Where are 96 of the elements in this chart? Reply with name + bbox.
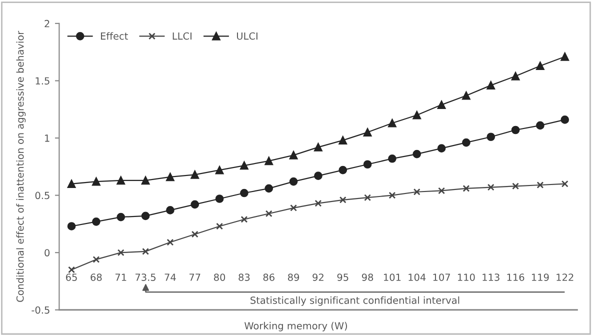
point [215, 166, 224, 174]
point [437, 100, 446, 109]
x-tick-label: 101 [384, 274, 401, 281]
x-tick-label: 80 [214, 274, 226, 281]
x-tick-label: 73.5 [136, 274, 156, 281]
point [92, 256, 100, 263]
point [289, 177, 298, 186]
x-tick-label: 107 [433, 274, 450, 281]
point [388, 154, 396, 163]
point [265, 210, 272, 218]
point [363, 128, 372, 136]
point [92, 177, 100, 186]
point [216, 222, 224, 230]
point [338, 166, 348, 174]
point [462, 138, 470, 147]
y-tick-label: 2 [44, 20, 50, 28]
point [462, 184, 470, 192]
x-tick-label: 71 [115, 274, 126, 281]
point [67, 222, 76, 230]
point [536, 121, 544, 130]
point [339, 196, 346, 204]
point [412, 150, 422, 158]
x-tick-label: 95 [337, 274, 348, 281]
point [215, 194, 224, 203]
y-tick-label: -0.5 [32, 306, 50, 314]
point [338, 136, 348, 144]
x-tick-label: 74 [164, 274, 176, 281]
point [438, 187, 446, 194]
point [487, 184, 494, 191]
point [166, 172, 174, 182]
point [141, 176, 150, 185]
y-tick-label: 0.5 [35, 192, 50, 200]
point [388, 118, 396, 128]
point [190, 170, 200, 179]
point [413, 188, 420, 196]
point [264, 184, 274, 193]
point [412, 110, 422, 120]
point [363, 160, 372, 169]
legend-label: ULCI [236, 32, 258, 40]
legend-label: Effect [100, 32, 128, 40]
x-tick-label: 65 [66, 274, 77, 281]
legend-label: LLCI [172, 32, 192, 40]
x-tick-label: 119 [532, 274, 549, 281]
point [117, 249, 124, 256]
point [92, 217, 100, 226]
point [240, 216, 248, 223]
point [511, 72, 520, 80]
point [560, 52, 570, 61]
x-tick-label: 116 [507, 274, 524, 281]
point [314, 172, 322, 180]
point [166, 206, 174, 214]
point [289, 151, 298, 160]
point [191, 230, 198, 238]
y-tick-label: 1 [45, 134, 50, 142]
point [512, 182, 520, 190]
point [240, 161, 248, 170]
point [486, 81, 496, 90]
annotation: Statistically significant confidential interval [250, 296, 460, 306]
x-tick-label: 92 [312, 274, 324, 281]
x-tick-label: 122 [556, 274, 574, 281]
x-tick-label: 77 [189, 274, 200, 281]
point [536, 62, 544, 70]
y-tick-label: 1.5 [36, 77, 50, 85]
point [68, 266, 76, 274]
point [437, 144, 446, 152]
x-tick-label: 104 [408, 274, 426, 281]
x-tick-label: 110 [458, 274, 475, 281]
point [462, 91, 470, 100]
x-tick-label: 89 [288, 274, 300, 281]
x-tick-label: 113 [482, 274, 500, 281]
x-tick-label: 86 [263, 274, 274, 281]
point [141, 212, 150, 220]
point [67, 180, 76, 188]
point [314, 200, 322, 207]
y-axis-title: Conditional effect of inattention on aggressive behavior [16, 30, 26, 302]
point [388, 192, 396, 199]
point [511, 126, 520, 134]
point [116, 176, 126, 185]
point [190, 200, 200, 209]
point [240, 188, 248, 198]
point [364, 194, 372, 202]
y-tick-label: 0 [44, 249, 50, 256]
point [116, 212, 126, 222]
x-tick-label: 98 [362, 274, 374, 281]
point [486, 132, 496, 142]
point [536, 182, 544, 188]
x-tick-label: 68 [90, 274, 102, 281]
point [142, 248, 150, 255]
x-tick-label: 83 [238, 274, 250, 281]
point [314, 143, 322, 152]
point [561, 180, 568, 188]
point [166, 238, 174, 246]
point [560, 116, 570, 124]
point [264, 156, 274, 166]
x-axis-title: Working memory (W) [244, 322, 347, 332]
point [290, 204, 298, 212]
